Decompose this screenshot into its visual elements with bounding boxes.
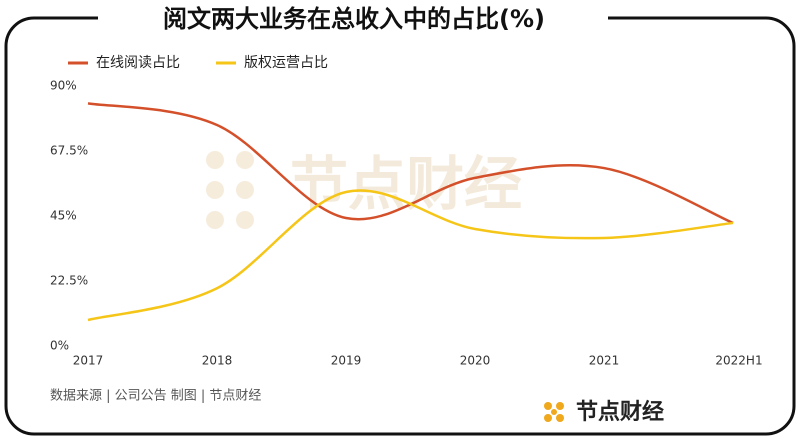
x-tick-label: 2018 — [202, 354, 233, 368]
x-tick-label: 2019 — [331, 354, 362, 368]
watermark: 节点财经 — [290, 150, 522, 218]
y-tick-label: 90% — [50, 79, 77, 93]
frame — [4, 16, 796, 436]
brand: 节点财经 — [576, 399, 664, 425]
y-tick-label: 22.5% — [50, 274, 88, 288]
y-tick-label: 67.5% — [50, 144, 88, 158]
brand-bg — [574, 396, 714, 428]
x-tick-label: 2022H1 — [715, 354, 762, 368]
brand-logo — [544, 402, 564, 422]
x-tick-label: 2017 — [73, 354, 104, 368]
source-note: 数据来源 | 公司公告 制图 | 节点财经 — [50, 389, 261, 404]
series-line — [87, 189, 734, 322]
x-tick-label: 2021 — [589, 354, 620, 368]
watermark-logo — [206, 151, 254, 229]
legend-label: 在线阅读占比 — [96, 54, 180, 71]
y-tick-label: 45% — [50, 209, 77, 223]
legend-label: 版权运营占比 — [244, 55, 328, 71]
series-line — [87, 102, 734, 225]
chart-title: 阅文两大业务在总收入中的占比(%) — [163, 5, 545, 33]
title-bg — [98, 4, 608, 36]
x-tick-label: 2020 — [460, 354, 491, 368]
y-tick-label: 0% — [50, 339, 69, 353]
